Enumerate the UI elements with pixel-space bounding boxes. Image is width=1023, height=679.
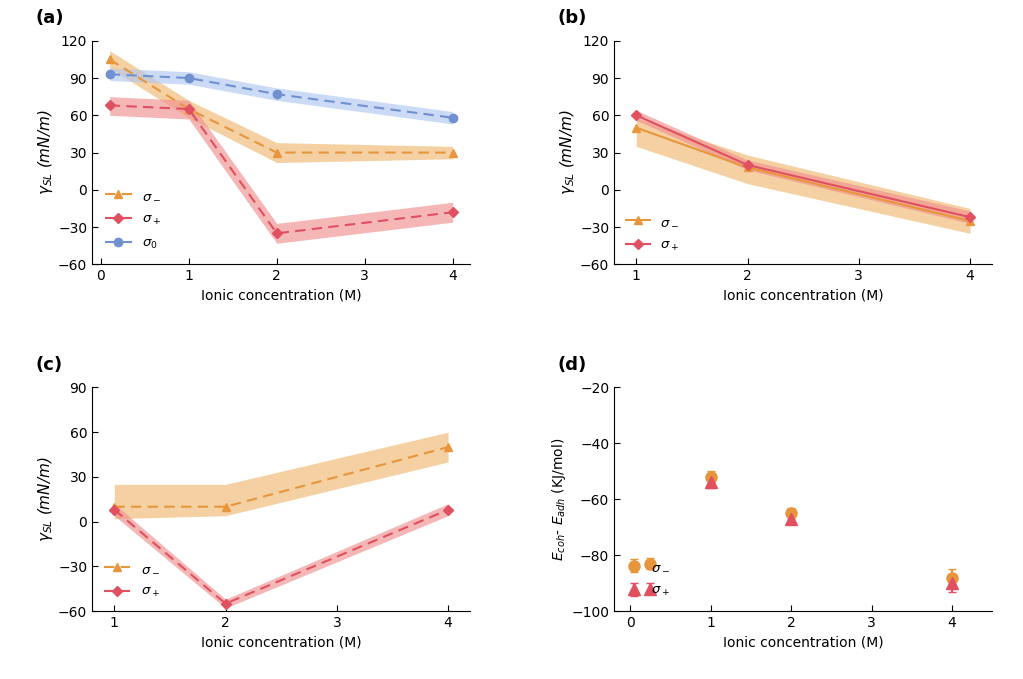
$\sigma_+$ [271,230,283,238]
Y-axis label: $\gamma_{SL}$ (mN/m): $\gamma_{SL}$ (mN/m) [36,110,55,196]
Legend: $\sigma_-$, $\sigma_+$: $\sigma_-$, $\sigma_+$ [621,553,676,604]
$\sigma_-$ [447,149,459,157]
X-axis label: Ionic concentration (M): Ionic concentration (M) [201,289,361,303]
X-axis label: Ionic concentration (M): Ionic concentration (M) [723,289,884,303]
$\sigma_-$ [103,55,116,63]
Y-axis label: $E_{coh}$- $E_{adh}$ (KJ/mol): $E_{coh}$- $E_{adh}$ (KJ/mol) [550,438,569,561]
$\sigma_+$ [219,600,231,608]
$\sigma_-$ [183,105,195,113]
$\sigma_-$ [271,149,283,157]
$\sigma_+$ [183,105,195,113]
Line: $\sigma_-$: $\sigma_-$ [110,443,452,511]
Line: $\sigma_-$: $\sigma_-$ [105,55,457,157]
Line: $\sigma_+$: $\sigma_+$ [106,102,456,237]
Legend: $\sigma_-$, $\sigma_+$: $\sigma_-$, $\sigma_+$ [621,210,684,258]
$\sigma_+$ [630,111,642,120]
$\sigma_+$ [442,506,454,514]
Legend: $\sigma_-$, $\sigma_+$: $\sigma_-$, $\sigma_+$ [98,556,165,604]
$\sigma_+$ [108,506,121,514]
$\sigma_+$ [103,101,116,109]
$\sigma_-$ [742,164,754,172]
Text: (a): (a) [36,9,64,27]
Y-axis label: $\gamma_{SL}$ (mN/m): $\gamma_{SL}$ (mN/m) [36,456,55,542]
$\sigma_-$ [630,124,642,132]
Text: (d): (d) [558,356,587,374]
$\sigma_0$ [447,113,459,122]
$\sigma_-$ [442,443,454,451]
X-axis label: Ionic concentration (M): Ionic concentration (M) [201,636,361,650]
$\sigma_+$ [742,161,754,169]
$\sigma_0$ [271,90,283,98]
Line: $\sigma_+$: $\sigma_+$ [110,507,451,607]
Y-axis label: $\gamma_{SL}$ (mN/m): $\gamma_{SL}$ (mN/m) [559,110,577,196]
Line: $\sigma_+$: $\sigma_+$ [633,112,974,221]
Legend: $\sigma_-$, $\sigma_+$, $\sigma_0$: $\sigma_-$, $\sigma_+$, $\sigma_0$ [98,182,168,258]
$\sigma_+$ [447,208,459,217]
X-axis label: Ionic concentration (M): Ionic concentration (M) [723,636,884,650]
$\sigma_+$ [964,213,976,221]
$\sigma_0$ [103,70,116,78]
$\sigma_-$ [108,502,121,511]
$\sigma_-$ [219,502,231,511]
$\sigma_-$ [964,217,976,225]
Text: (b): (b) [558,9,587,27]
Line: $\sigma_-$: $\sigma_-$ [632,124,974,225]
$\sigma_0$ [183,74,195,82]
Line: $\sigma_0$: $\sigma_0$ [105,70,457,122]
Text: (c): (c) [36,356,63,374]
